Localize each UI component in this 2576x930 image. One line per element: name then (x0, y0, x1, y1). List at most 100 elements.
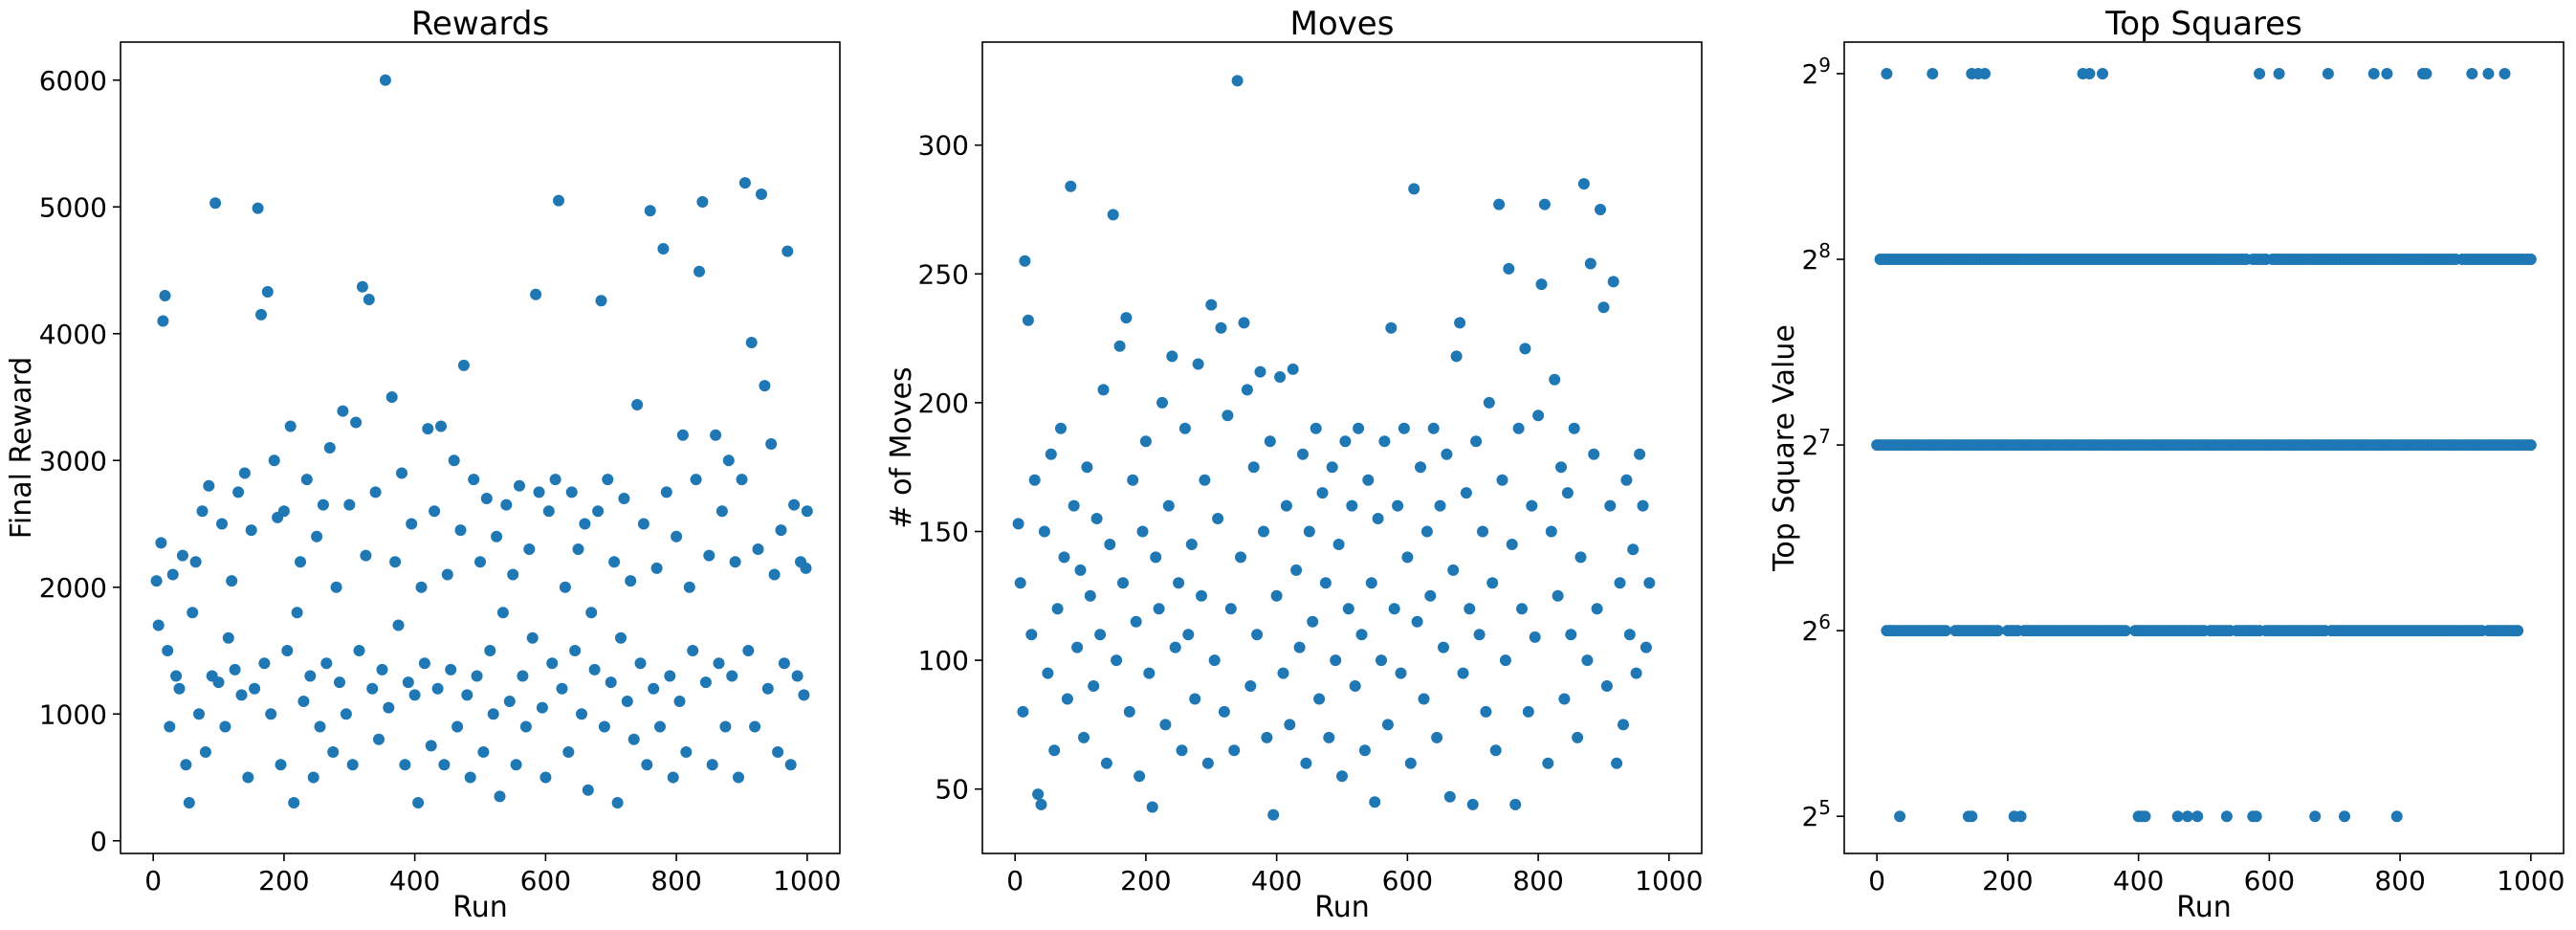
panel-rewards-point (438, 759, 451, 771)
panel-moves-point (1247, 461, 1260, 474)
panel-rewards-point (588, 663, 601, 675)
panel-rewards-point (193, 708, 205, 720)
panel-top-squares-point (2339, 810, 2350, 823)
panel-moves-point (1470, 435, 1483, 448)
panel-moves-point (1176, 744, 1188, 757)
panel-moves-point (1205, 299, 1218, 311)
panel-rewards-point (523, 543, 536, 555)
panel-moves-point (1339, 435, 1352, 448)
panel-moves-point (1107, 209, 1119, 221)
panel-rewards-point (277, 505, 290, 518)
panel-rewards-point (408, 689, 421, 701)
panel-rewards-point (229, 663, 241, 675)
panel-rewards-point (474, 556, 486, 568)
panel-moves-point (1376, 654, 1387, 667)
panel-moves-point (1447, 564, 1460, 576)
panel-rewards-point (180, 759, 192, 771)
panel-moves-point (1241, 384, 1253, 396)
panel-moves-point (1323, 731, 1335, 743)
panel-moves-point (1526, 499, 1538, 512)
panel-rewards-point (235, 689, 248, 701)
panel-rewards-point (152, 619, 165, 631)
panel-moves-point (1166, 350, 1178, 363)
panel-rewards-point (176, 549, 188, 562)
panel-moves-xtick-label: 200 (1120, 865, 1171, 897)
panel-moves-point (1035, 798, 1047, 810)
panel-moves-point (1235, 551, 1246, 564)
panel-moves-point (1408, 183, 1420, 195)
panel-moves-point (1028, 474, 1041, 486)
panel-moves-point (1297, 448, 1309, 460)
panel-rewards-point (385, 391, 398, 403)
panel-rewards-ytick-label: 6000 (39, 65, 107, 97)
panel-rewards-point (772, 746, 784, 758)
panel-rewards-point (687, 645, 699, 656)
panel-rewards-point (621, 696, 633, 707)
panel-moves-point (1480, 705, 1492, 718)
panel-rewards-xtick-label: 200 (258, 865, 309, 897)
panel-moves-point (1538, 198, 1551, 210)
panel-moves-point (1577, 178, 1590, 190)
panel-moves-point (1136, 525, 1149, 538)
panel-rewards-point (752, 543, 764, 555)
panel-moves-point (1506, 539, 1518, 550)
panel-moves-point (1532, 410, 1545, 422)
panel-moves-point (1365, 577, 1377, 589)
panel-moves-point (1637, 499, 1649, 512)
panel-rewards-point (346, 759, 359, 771)
panel-rewards-point (343, 498, 356, 511)
panel-rewards-point (579, 518, 591, 530)
panel-rewards-point (261, 286, 274, 298)
panel-moves-point (1277, 667, 1289, 679)
panel-moves-point (1022, 314, 1034, 326)
panel-rewards-point (782, 245, 794, 257)
panel-moves-points (1012, 75, 1656, 821)
panel-rewards-point (694, 265, 705, 277)
panel-moves-point (1620, 474, 1633, 486)
panel-top-squares-point (1926, 68, 1939, 79)
panel-moves-point (1078, 731, 1090, 743)
panel-rewards-point (719, 720, 732, 733)
panel-rewards-point (415, 581, 428, 593)
panel-moves-point (1346, 499, 1358, 512)
panel-rewards-point (798, 689, 810, 701)
panel-rewards-points (150, 74, 813, 808)
panel-moves-point (1231, 75, 1244, 87)
panel-rewards-point (399, 759, 411, 771)
panel-rewards-point (778, 657, 790, 670)
panel-top-squares-ytick-label: 27 (1801, 425, 1831, 461)
panel-rewards-point (648, 682, 660, 695)
panel-rewards-point (641, 759, 653, 771)
panel-rewards-point (288, 797, 300, 808)
panel-rewards-ytick-label: 1000 (39, 698, 107, 730)
panel-rewards-point (507, 568, 519, 581)
panel-rewards-point (671, 530, 683, 542)
panel-rewards-point (726, 670, 738, 682)
panel-moves-ytick-label: 300 (918, 130, 969, 162)
panel-moves-xtick-label: 800 (1512, 865, 1563, 897)
panel-top-squares-point (2181, 810, 2193, 823)
panel-rewards-point (238, 467, 251, 479)
panel-rewards-point (800, 562, 812, 574)
panel-rewards-point (219, 720, 231, 733)
panel-moves-point (1535, 278, 1548, 291)
panel-rewards-xlabel: Run (452, 891, 508, 924)
panel-rewards-xtick-label: 0 (144, 865, 162, 897)
panel-rewards-point (585, 607, 598, 619)
panel-moves-point (1173, 577, 1185, 589)
panel-rewards-point (533, 486, 545, 498)
panel-top-squares-point (1979, 68, 1991, 79)
panel-moves-point (1300, 757, 1312, 769)
panel-rewards-point (791, 670, 804, 682)
panel-moves-ticks: 0 200 400 600 800 1000 50 100 150 200 250 300 (918, 130, 1704, 897)
panel-rewards-point (389, 556, 402, 568)
panel-moves-point (1290, 564, 1303, 576)
panel-top-squares-point (2524, 439, 2537, 452)
panel-top-squares-point (2015, 810, 2027, 823)
panel-moves-point (1111, 654, 1123, 667)
panel-rewards-point (576, 708, 587, 720)
panel-rewards-point (480, 493, 493, 504)
panel-moves-point (1153, 603, 1165, 615)
panel-moves-xtick-label: 0 (1006, 865, 1024, 897)
panel-rewards-point (422, 423, 434, 435)
